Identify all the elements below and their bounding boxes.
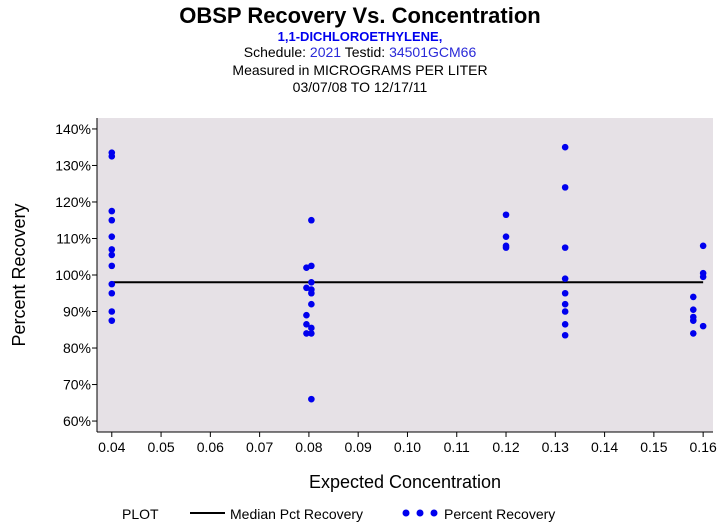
schedule-label: Schedule: — [243, 44, 307, 60]
data-point — [108, 216, 116, 224]
schedule-value: 2021 — [309, 44, 342, 60]
data-point — [308, 289, 315, 297]
data-point — [308, 216, 315, 224]
data-point — [308, 279, 315, 286]
data-point — [108, 246, 116, 253]
data-point — [689, 317, 697, 324]
testid-value: 34501GCM66 — [389, 44, 477, 60]
y-tick-label: 110% — [56, 230, 91, 246]
x-tick-label: 0.12 — [492, 439, 519, 455]
x-tick-label: 0.06 — [197, 439, 224, 455]
data-point — [561, 244, 569, 251]
legend-dot — [430, 509, 438, 517]
data-point — [699, 322, 707, 330]
x-tick-label: 0.10 — [394, 439, 421, 455]
testid-label: Testid: — [344, 44, 386, 60]
data-point — [699, 273, 707, 281]
data-point — [308, 300, 315, 308]
data-point — [308, 324, 315, 332]
data-point — [561, 184, 569, 191]
data-point — [308, 262, 315, 270]
data-point — [689, 306, 697, 313]
legend-plot-label: PLOT — [122, 506, 159, 522]
y-tick-label: 130% — [55, 157, 91, 173]
x-axis-label: Expected Concentration — [309, 472, 501, 492]
x-tick-label: 0.05 — [147, 439, 174, 455]
legend-median-label: Median Pct Recovery — [230, 506, 363, 522]
x-tick-label: 0.09 — [345, 439, 372, 455]
data-point — [108, 251, 116, 259]
measured-line: Measured in MICROGRAMS PER LITER — [0, 63, 720, 77]
data-point — [561, 300, 569, 308]
data-point — [689, 293, 697, 301]
y-tick-label: 80% — [63, 340, 91, 356]
data-point — [108, 207, 116, 215]
y-tick-label: 70% — [63, 377, 91, 393]
data-point — [108, 317, 116, 324]
data-point — [303, 320, 310, 328]
legend-dot — [416, 509, 424, 517]
data-point — [308, 330, 315, 337]
data-point — [108, 280, 116, 288]
y-tick-label: 120% — [55, 194, 91, 210]
data-point — [502, 211, 510, 219]
y-tick-label: 60% — [63, 413, 91, 429]
y-tick-label: 100% — [55, 267, 91, 283]
data-point — [108, 308, 116, 315]
x-tick-label: 0.07 — [246, 439, 273, 455]
measured-label: Measured in — [232, 62, 310, 78]
data-point — [561, 143, 569, 151]
data-point — [561, 308, 569, 315]
compound-name: 1,1-DICHLOROETHYLENE, — [277, 29, 443, 44]
data-point — [502, 233, 510, 240]
data-point — [303, 330, 310, 337]
units: MICROGRAMS PER LITER — [313, 62, 488, 78]
data-point — [502, 244, 510, 251]
data-point — [561, 289, 569, 297]
schedule-line: Schedule: 2021 Testid: 34501GCM66 — [0, 45, 720, 59]
x-tick-label: 0.04 — [98, 439, 125, 455]
x-tick-label: 0.15 — [640, 439, 667, 455]
data-point — [108, 262, 116, 270]
data-point — [699, 242, 707, 250]
legend-points-swatch — [402, 509, 438, 517]
y-axis-label: Percent Recovery — [9, 203, 29, 346]
chart-title: OBSP Recovery Vs. Concentration — [179, 3, 541, 28]
data-point — [108, 233, 116, 240]
data-point — [561, 275, 569, 282]
x-tick-label: 0.11 — [444, 439, 470, 455]
data-point — [689, 330, 697, 337]
x-tick-label: 0.14 — [591, 439, 618, 455]
plot-area — [97, 118, 713, 432]
data-point — [308, 395, 315, 403]
legend-dot — [402, 509, 410, 517]
legend-points-label: Percent Recovery — [444, 506, 555, 522]
data-point — [108, 289, 116, 297]
data-point — [561, 331, 569, 339]
x-tick-label: 0.16 — [690, 439, 717, 455]
data-point — [303, 311, 310, 319]
x-tick-label: 0.13 — [542, 439, 569, 455]
data-point — [561, 320, 569, 328]
x-tick-label: 0.08 — [295, 439, 322, 455]
date-range: 03/07/08 TO 12/17/11 — [292, 79, 428, 95]
data-point — [108, 153, 116, 160]
y-tick-label: 140% — [55, 121, 91, 137]
y-tick-label: 90% — [63, 304, 91, 320]
